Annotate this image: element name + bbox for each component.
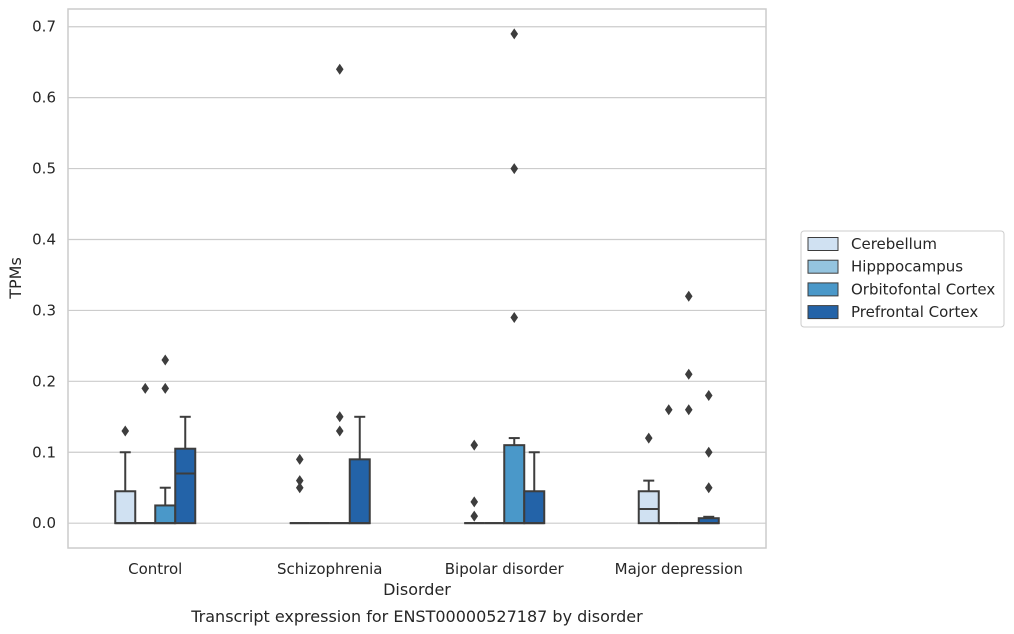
y-tick-label: 0.3 — [32, 301, 56, 319]
x-tick-label: Major depression — [615, 560, 743, 578]
outlier-point — [470, 510, 479, 522]
outlier-point — [470, 496, 479, 508]
legend-label: Hipppocampus — [851, 258, 963, 276]
box-plot — [637, 479, 660, 525]
legend-swatch — [807, 259, 839, 274]
box-plot — [114, 451, 137, 525]
box-body — [348, 458, 371, 525]
outlier-point — [295, 482, 304, 494]
x-tick-label: Schizophrenia — [277, 560, 382, 578]
y-tick-label: 0.4 — [32, 230, 56, 248]
box-body — [503, 444, 526, 525]
outlier-point — [704, 446, 713, 458]
box-plot — [697, 515, 720, 525]
outlier-point — [510, 312, 519, 324]
y-axis-label: TPMs — [6, 257, 25, 300]
outlier-point — [335, 411, 344, 423]
box-body — [154, 504, 177, 525]
legend-label: Cerebellum — [851, 235, 937, 253]
legend-label: Prefrontal Cortex — [851, 303, 978, 321]
x-axis-label: Disorder — [383, 580, 451, 599]
box-body — [637, 490, 660, 525]
outlier-point — [644, 432, 653, 444]
box-body — [114, 490, 137, 525]
outlier-point — [121, 425, 130, 437]
y-tick-label: 0.1 — [32, 443, 56, 461]
y-tick-label: 0.6 — [32, 89, 56, 107]
outlier-point — [161, 382, 170, 394]
outlier-point — [510, 28, 519, 40]
outlier-point — [470, 439, 479, 451]
legend: Cerebellum Hipppocampus Orbitofontal Corte… — [800, 230, 1005, 328]
outlier-point — [704, 482, 713, 494]
legend-swatch — [807, 282, 839, 297]
legend-swatch — [807, 237, 839, 251]
legend-label: Orbitofontal Cortex — [851, 280, 995, 298]
figure-caption: Transcript expression for ENST0000052718… — [190, 607, 643, 626]
box-body — [174, 447, 197, 525]
outlier-points — [121, 28, 713, 522]
outlier-point — [141, 382, 150, 394]
box-plot — [503, 437, 526, 525]
outlier-point — [684, 368, 693, 380]
outlier-point — [335, 425, 344, 437]
plot-area-frame — [67, 8, 767, 549]
outlier-point — [684, 404, 693, 416]
y-tick-label: 0.5 — [32, 160, 56, 178]
box-plots — [114, 415, 720, 525]
legend-frame — [800, 230, 1005, 328]
x-tick-label: Control — [128, 560, 182, 578]
outlier-point — [684, 290, 693, 302]
box-plot — [174, 415, 197, 525]
outlier-point — [161, 354, 170, 366]
y-tick-label: 0.7 — [32, 18, 56, 36]
box-body — [523, 490, 546, 525]
outlier-point — [664, 404, 673, 416]
legend-swatch — [807, 305, 839, 320]
outlier-point — [295, 475, 304, 487]
outlier-point — [510, 163, 519, 175]
outlier-point — [335, 63, 344, 75]
y-tick-labels: 0.0 0.1 0.2 0.3 0.4 0.5 0.6 0.7 — [32, 18, 56, 532]
box-plot — [348, 415, 371, 525]
box-plot — [523, 451, 546, 525]
x-tick-label: Bipolar disorder — [445, 560, 565, 578]
x-tick-labels: Control Schizophrenia Bipolar disorder Majo… — [128, 560, 743, 578]
outlier-point — [295, 453, 304, 465]
outlier-point — [704, 390, 713, 402]
y-tick-label: 0.0 — [32, 514, 56, 532]
y-tick-label: 0.2 — [32, 372, 56, 390]
